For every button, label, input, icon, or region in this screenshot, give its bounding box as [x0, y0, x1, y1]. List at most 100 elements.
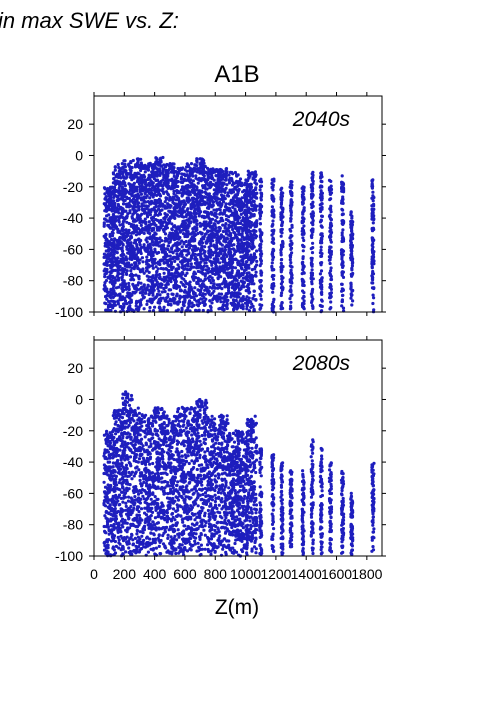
- data-point: [328, 261, 332, 266]
- data-point: [279, 258, 283, 262]
- data-point: [132, 284, 136, 288]
- data-point: [289, 284, 293, 288]
- data-point: [131, 158, 135, 163]
- data-point: [208, 234, 212, 238]
- data-point: [122, 159, 126, 163]
- data-point: [116, 302, 120, 306]
- data-point: [258, 204, 262, 208]
- data-point: [224, 202, 228, 206]
- data-point: [182, 256, 186, 260]
- data-point: [122, 202, 126, 206]
- data-point: [327, 255, 331, 259]
- data-point: [145, 302, 149, 306]
- data-point: [191, 179, 195, 183]
- data-point: [224, 294, 228, 298]
- data-point: [174, 279, 178, 284]
- data-point: [112, 176, 116, 181]
- data-point: [188, 170, 193, 175]
- data-point: [121, 165, 125, 169]
- data-point: [213, 272, 217, 276]
- data-point: [259, 297, 263, 301]
- data-point: [213, 235, 217, 239]
- data-point: [139, 157, 143, 161]
- data-point: [173, 259, 177, 263]
- data-point: [259, 198, 263, 202]
- data-point: [242, 280, 246, 285]
- data-point: [156, 267, 160, 271]
- data-point: [255, 182, 259, 186]
- data-point: [104, 233, 108, 237]
- data-point: [240, 266, 244, 271]
- data-point: [140, 202, 144, 206]
- data-point: [195, 259, 199, 264]
- data-point: [231, 223, 235, 227]
- data-point: [302, 206, 306, 210]
- data-point: [155, 292, 160, 296]
- data-point: [127, 202, 131, 206]
- data-point: [186, 230, 190, 234]
- data-point: [258, 252, 263, 257]
- data-point: [184, 178, 188, 182]
- data-point: [249, 190, 253, 194]
- data-point: [252, 232, 256, 236]
- data-point: [124, 228, 128, 232]
- data-point: [165, 205, 169, 209]
- data-point: [370, 204, 374, 208]
- data-point: [170, 222, 174, 226]
- data-point: [129, 252, 133, 256]
- data-point: [218, 283, 222, 287]
- data-point: [236, 181, 240, 185]
- data-point: [163, 220, 167, 224]
- data-point: [217, 235, 221, 239]
- data-point: [225, 170, 229, 174]
- data-point: [222, 181, 226, 186]
- data-point: [185, 208, 189, 212]
- data-point: [209, 241, 213, 245]
- data-point: [176, 257, 180, 261]
- data-point: [341, 228, 345, 232]
- data-point: [188, 215, 193, 219]
- data-point: [218, 261, 222, 265]
- data-point: [139, 230, 143, 234]
- data-point: [136, 157, 140, 161]
- data-point: [123, 257, 127, 262]
- data-point: [107, 308, 112, 313]
- data-point: [234, 257, 238, 261]
- data-point: [205, 210, 210, 214]
- data-point: [219, 268, 223, 272]
- data-point: [208, 285, 212, 289]
- data-point: [149, 254, 154, 259]
- data-point: [152, 166, 156, 170]
- data-point: [117, 285, 121, 289]
- data-point: [258, 188, 262, 192]
- data-point: [176, 241, 180, 245]
- data-point: [349, 292, 353, 296]
- data-point: [106, 204, 110, 208]
- data-point: [151, 266, 155, 270]
- data-point: [117, 180, 121, 184]
- data-point: [142, 186, 146, 190]
- data-point: [129, 269, 133, 273]
- data-point: [157, 306, 161, 310]
- data-point: [129, 187, 133, 192]
- data-point: [230, 269, 234, 273]
- data-point: [175, 180, 179, 184]
- data-point: [288, 236, 292, 240]
- data-point: [126, 261, 130, 265]
- data-point: [249, 261, 253, 265]
- data-point: [181, 232, 186, 236]
- data-point: [187, 224, 191, 228]
- data-point: [163, 232, 168, 236]
- data-point: [320, 261, 324, 265]
- data-point: [219, 292, 224, 296]
- data-point: [350, 252, 354, 256]
- data-point: [329, 300, 333, 304]
- data-point: [203, 224, 207, 228]
- data-point: [310, 214, 314, 219]
- data-point: [329, 277, 334, 282]
- data-point: [302, 217, 306, 221]
- data-point: [185, 189, 189, 194]
- data-point: [165, 308, 169, 312]
- data-point: [301, 185, 305, 189]
- data-point: [107, 223, 111, 228]
